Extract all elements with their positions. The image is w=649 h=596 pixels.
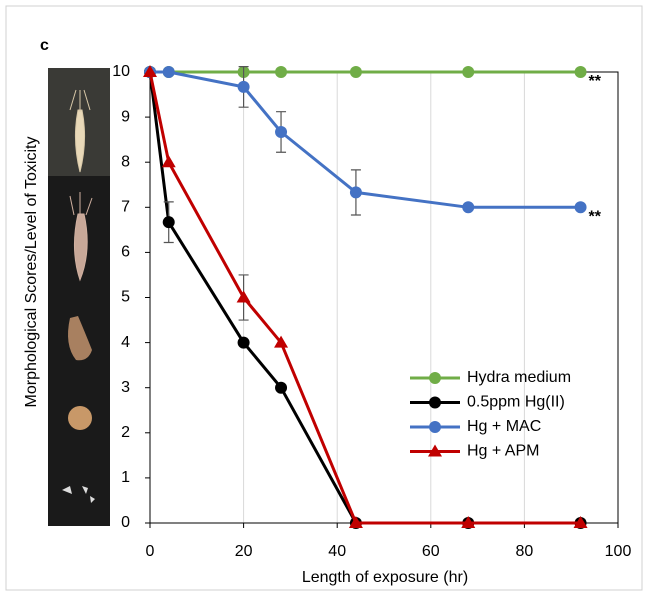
x-axis-label: Length of exposure (hr) — [302, 569, 468, 586]
data-point — [275, 125, 288, 138]
hydra-icon — [69, 89, 91, 173]
y-tick-label: 4 — [121, 334, 130, 351]
data-point — [274, 335, 289, 348]
legend-label: Hydra medium — [467, 369, 571, 386]
legend-marker — [429, 421, 441, 433]
x-tick-label: 40 — [328, 543, 346, 560]
y-axis-label: Morphological Scores/Level of Toxicity — [23, 137, 40, 408]
data-point — [573, 516, 588, 528]
data-point — [275, 66, 288, 78]
legend-label: Hg + APM — [467, 443, 539, 460]
hydra-icon — [68, 406, 92, 430]
hydra-icon — [62, 486, 95, 503]
y-tick-label: 1 — [121, 469, 130, 486]
annotation: ** — [589, 73, 602, 90]
legend-marker — [429, 372, 441, 384]
data-point — [461, 516, 476, 528]
data-point — [143, 65, 157, 77]
legend-label: Hg + MAC — [467, 418, 541, 435]
hydra-icon — [69, 192, 93, 282]
y-tick-label: 9 — [121, 108, 130, 125]
data-point — [574, 201, 587, 214]
data-point — [349, 66, 362, 78]
x-tick-label: 100 — [605, 543, 632, 560]
data-point — [236, 290, 251, 303]
y-tick-label: 7 — [121, 199, 130, 216]
y-tick-label: 0 — [121, 514, 130, 531]
data-point — [161, 155, 176, 168]
y-tick-label: 6 — [121, 244, 130, 261]
data-point — [574, 66, 587, 78]
data-point — [237, 336, 250, 349]
data-point — [237, 80, 250, 93]
data-point — [275, 381, 288, 394]
data-point — [462, 66, 475, 78]
y-tick-label: 5 — [121, 289, 130, 306]
x-tick-label: 80 — [516, 543, 534, 560]
x-tick-label: 60 — [422, 543, 440, 560]
panel-label: c — [40, 37, 49, 54]
legend-label: 0.5ppm Hg(II) — [467, 394, 565, 411]
legend-marker — [428, 444, 442, 457]
data-point — [348, 516, 363, 528]
data-point — [162, 216, 175, 229]
y-tick-label: 2 — [121, 424, 130, 441]
y-tick-label: 3 — [121, 379, 130, 396]
data-point — [462, 201, 475, 214]
annotation: ** — [589, 209, 602, 226]
y-tick-label: 8 — [121, 153, 130, 170]
data-point — [349, 186, 362, 199]
data-point — [162, 66, 175, 78]
y-tick-label: 10 — [112, 63, 130, 80]
x-tick-label: 0 — [146, 543, 155, 560]
hydra-icon — [68, 316, 92, 361]
legend-marker — [429, 396, 441, 409]
frame — [5, 5, 643, 591]
x-tick-label: 20 — [235, 543, 253, 560]
photo-strip — [48, 68, 110, 526]
